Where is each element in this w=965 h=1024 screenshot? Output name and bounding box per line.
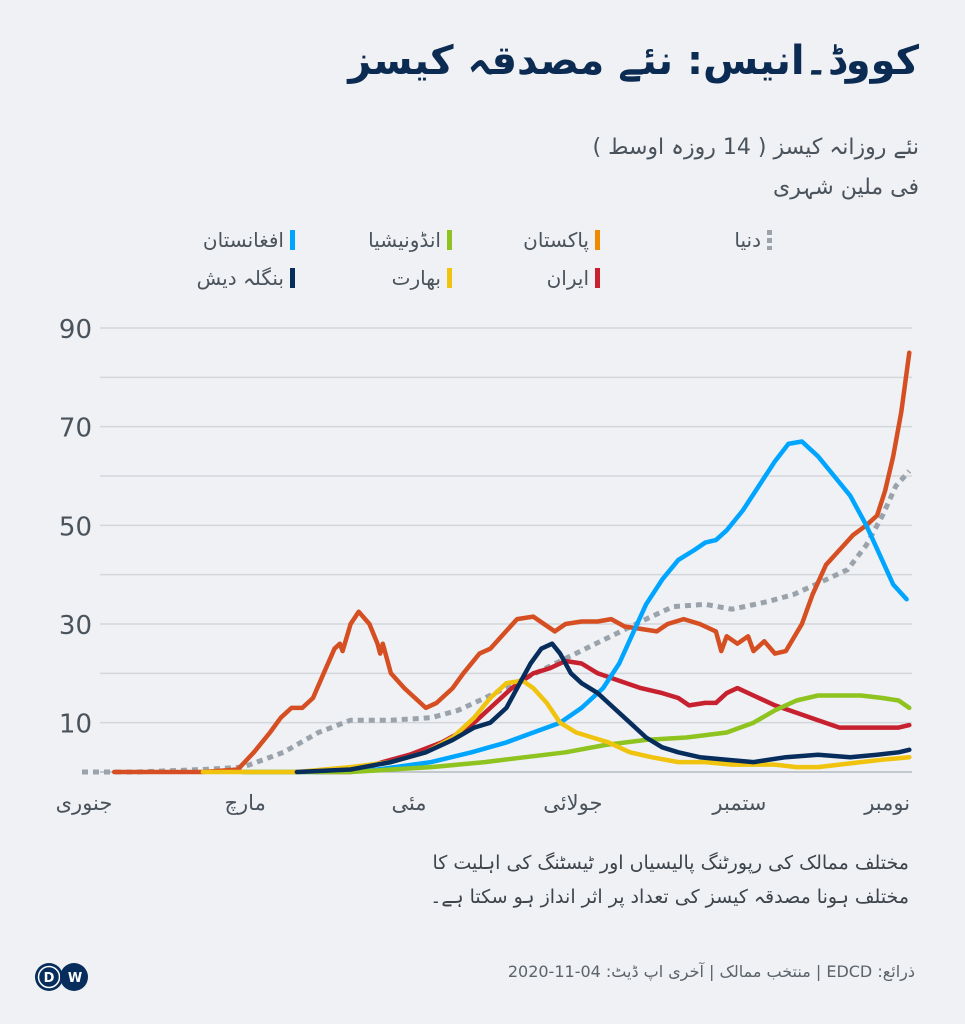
x-tick-label: جولائی <box>543 791 602 815</box>
y-tick-label: 70 <box>59 414 92 444</box>
legend-item-india[interactable]: بھارت <box>392 266 452 290</box>
x-tick-label: مئی <box>391 791 426 815</box>
legend-item-bangladesh[interactable]: بنگلہ دیش <box>197 266 295 290</box>
legend-label: بنگلہ دیش <box>196 266 284 290</box>
gridlines <box>100 327 912 773</box>
line-chart: 90 70 50 30 10 جنوری مارچ مئی جولائی ستمبر نومبر <box>56 315 912 815</box>
y-tick-label: 90 <box>59 315 92 345</box>
x-tick-label: مارچ <box>224 791 265 815</box>
series-pakistan <box>111 350 912 775</box>
y-tick-label: 30 <box>59 611 92 641</box>
legend-label: ایران <box>546 266 589 290</box>
series-bangladesh <box>294 641 912 775</box>
x-axis-ticks: جنوری مارچ مئی جولائی ستمبر نومبر <box>56 791 910 815</box>
legend-item-afghanistan[interactable]: افغانستان <box>203 228 295 252</box>
svg-text:W: W <box>68 971 82 986</box>
dw-logo: D W <box>35 963 88 991</box>
legend-item-indonesia[interactable]: انڈونیشیا <box>368 228 452 252</box>
legend-item-world[interactable]: دنیا <box>734 228 772 252</box>
legend-item-iran[interactable]: ایران <box>547 266 600 290</box>
footnote: مختلف ممالک کی رپورٹنگ پالیسیاں اور ٹیسٹ… <box>430 846 909 914</box>
y-axis-ticks: 90 70 50 30 10 <box>59 315 92 740</box>
x-tick-label: ستمبر <box>711 791 766 815</box>
source-line: ذرائع: EDCD | منتخب ممالک | آخری اپ ڈیٹ:… <box>507 962 915 981</box>
series-world <box>82 469 912 775</box>
legend-label: بھارت <box>391 266 441 290</box>
series-iran <box>313 658 912 775</box>
legend-swatch-pakistan <box>595 230 600 250</box>
x-tick-label: نومبر <box>863 791 910 815</box>
legend-label: افغانستان <box>202 228 284 252</box>
subtitle-line-2: فی ملین شہری <box>773 175 919 200</box>
x-tick-label: جنوری <box>56 791 113 815</box>
legend-swatch-bangladesh <box>290 268 295 288</box>
legend-swatch-afghanistan <box>290 230 295 250</box>
legend-swatch-india <box>447 268 452 288</box>
legend: دنیا پاکستان انڈونیشیا افغانستان ایران ب… <box>180 228 800 308</box>
svg-text:D: D <box>44 971 55 986</box>
y-tick-label: 10 <box>59 710 92 740</box>
series-lines <box>82 350 912 775</box>
legend-swatch-indonesia <box>447 230 452 250</box>
legend-swatch-iran <box>595 268 600 288</box>
y-tick-label: 50 <box>59 512 92 542</box>
legend-label: دنیا <box>734 228 761 252</box>
chart-subtitle: نئے روزانہ کیسز ( 14 روزہ اوسط ) فی ملین… <box>593 128 919 208</box>
legend-label: پاکستان <box>523 228 589 252</box>
legend-item-pakistan[interactable]: پاکستان <box>523 228 600 252</box>
legend-label: انڈونیشیا <box>368 228 441 252</box>
legend-swatch-world <box>767 230 772 250</box>
subtitle-line-1: نئے روزانہ کیسز ( 14 روزہ اوسط ) <box>592 135 919 160</box>
series-indonesia <box>240 693 912 775</box>
footnote-line-1: مختلف ممالک کی رپورٹنگ پالیسیاں اور ٹیسٹ… <box>432 852 909 874</box>
chart-title: کووڈ۔انیس: نئے مصدقہ کیسز <box>348 38 919 84</box>
footnote-line-2: مختلف ہونا مصدقہ کیسز کی تعداد پر اثر ان… <box>430 886 909 908</box>
series-afghanistan <box>240 439 909 775</box>
